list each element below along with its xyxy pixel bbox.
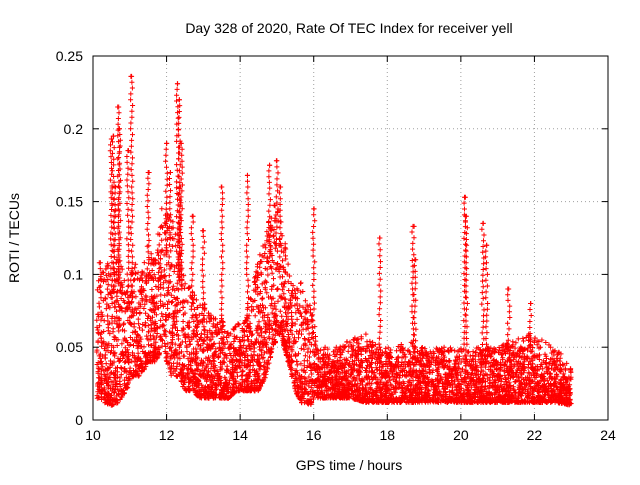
- chart-background: [0, 0, 640, 480]
